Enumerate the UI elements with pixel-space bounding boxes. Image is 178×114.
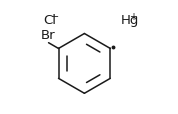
Text: Cl: Cl [43, 14, 56, 27]
Text: Br: Br [41, 29, 55, 42]
Text: +: + [129, 12, 137, 22]
Text: Hg: Hg [121, 14, 140, 27]
Text: −: − [51, 12, 59, 22]
